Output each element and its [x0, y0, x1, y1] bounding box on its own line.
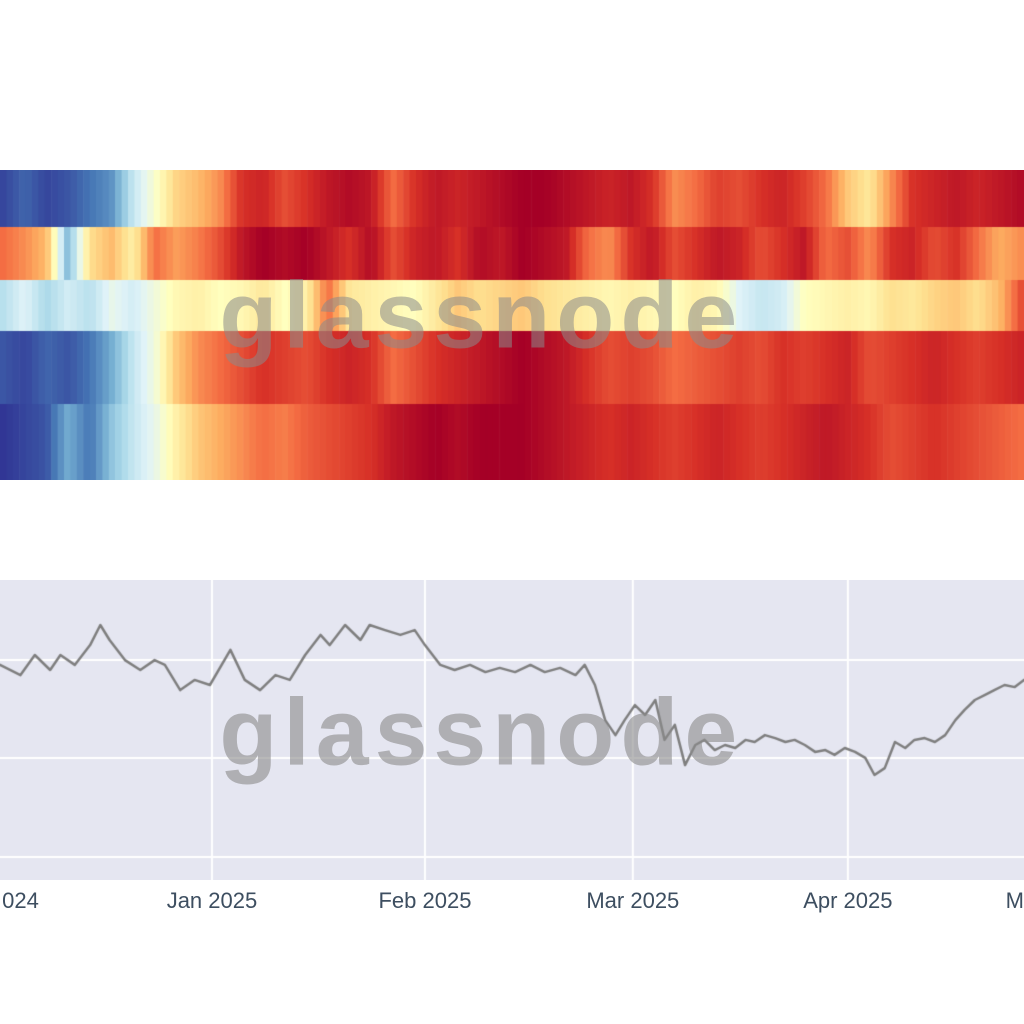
price-line-canvas	[0, 580, 1024, 880]
x-tick-label: M	[1005, 888, 1024, 913]
x-axis-tick-labels: 024 Jan 2025 Feb 2025 Mar 2025 Apr 2025 M	[0, 886, 1024, 918]
heatmap-canvas	[0, 170, 1024, 480]
x-tick-label: Mar 2025	[586, 888, 680, 913]
x-tick-label: 024	[2, 888, 39, 913]
x-tick-label: Jan 2025	[166, 888, 258, 913]
price-chart-panel: glassnode	[0, 580, 1024, 880]
heatmap-panel: glassnode	[0, 170, 1024, 480]
x-tick-label: Apr 2025	[803, 888, 893, 913]
x-tick-label: Feb 2025	[378, 888, 472, 913]
